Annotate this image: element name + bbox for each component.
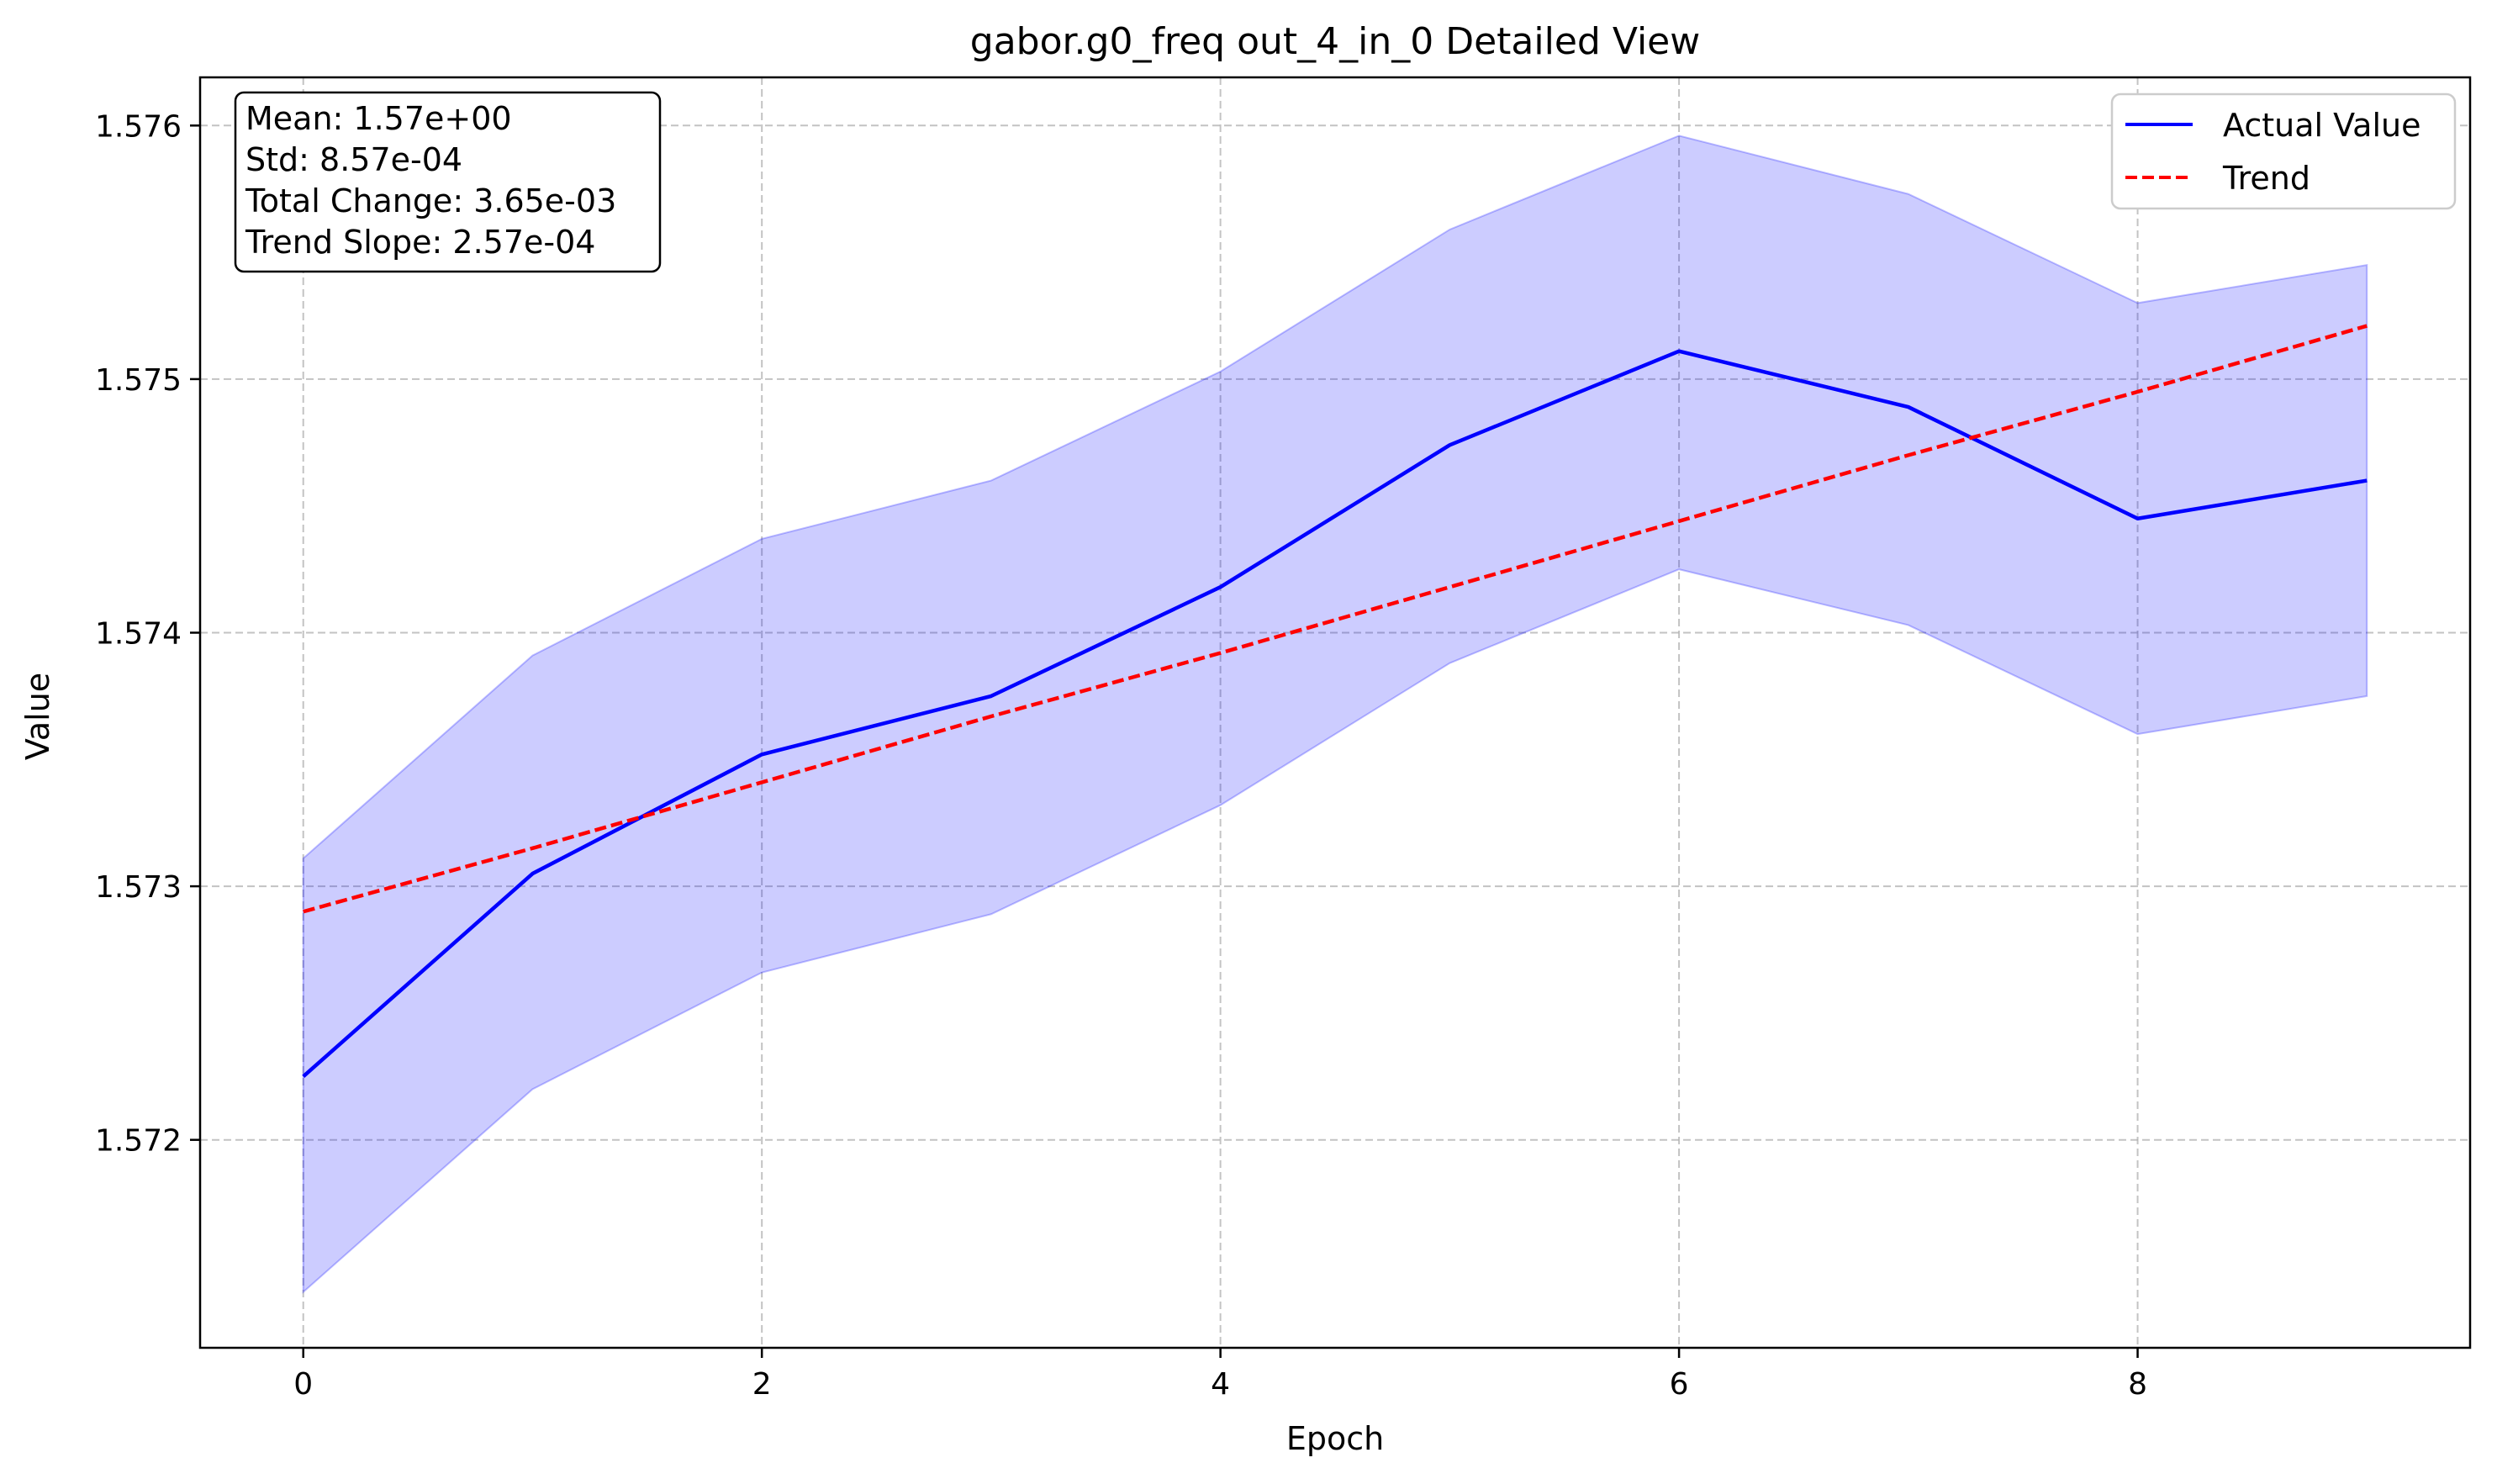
y-tick-label: 1.573	[95, 870, 182, 905]
confidence-band	[302, 135, 2368, 1294]
x-tick-label: 8	[2128, 1367, 2147, 1402]
legend-label-trend: Trend	[2222, 160, 2310, 197]
y-tick-label: 1.575	[95, 363, 182, 398]
confidence-band-group	[302, 135, 2368, 1294]
series-group	[302, 324, 2368, 1078]
stats-total-change: Total Change: 3.65e-03	[245, 182, 616, 219]
legend: Actual Value Trend	[2110, 92, 2457, 210]
x-tick-label: 0	[293, 1367, 313, 1402]
y-tick-label: 1.572	[95, 1124, 182, 1159]
legend-label-actual-value: Actual Value	[2223, 107, 2420, 144]
stats-mean: Mean: 1.57e+00	[245, 100, 512, 137]
axis-ticks: 0 2 4 6 8 1.572 1.573 1.574 1.575 1.576	[95, 109, 2147, 1402]
stats-std: Std: 8.57e-04	[245, 141, 462, 178]
x-tick-label: 2	[752, 1367, 772, 1402]
series-line-trend	[303, 324, 2368, 914]
stats-box: Mean: 1.57e+00 Std: 8.57e-04 Total Chang…	[234, 91, 662, 273]
y-axis-label: Value	[19, 673, 56, 760]
chart-title: gabor.g0_freq out_4_in_0 Detailed View	[970, 20, 1700, 63]
y-tick-label: 1.576	[95, 109, 182, 144]
y-tick-label: 1.574	[95, 616, 182, 651]
legend-frame	[2110, 92, 2457, 210]
stats-box-frame	[234, 91, 662, 273]
x-tick-label: 6	[1670, 1367, 1689, 1402]
x-axis-label: Epoch	[1286, 1420, 1384, 1457]
stats-trend-slope: Trend Slope: 2.57e-04	[245, 224, 595, 261]
plot-frame	[198, 76, 2472, 1349]
x-tick-label: 4	[1211, 1367, 1230, 1402]
